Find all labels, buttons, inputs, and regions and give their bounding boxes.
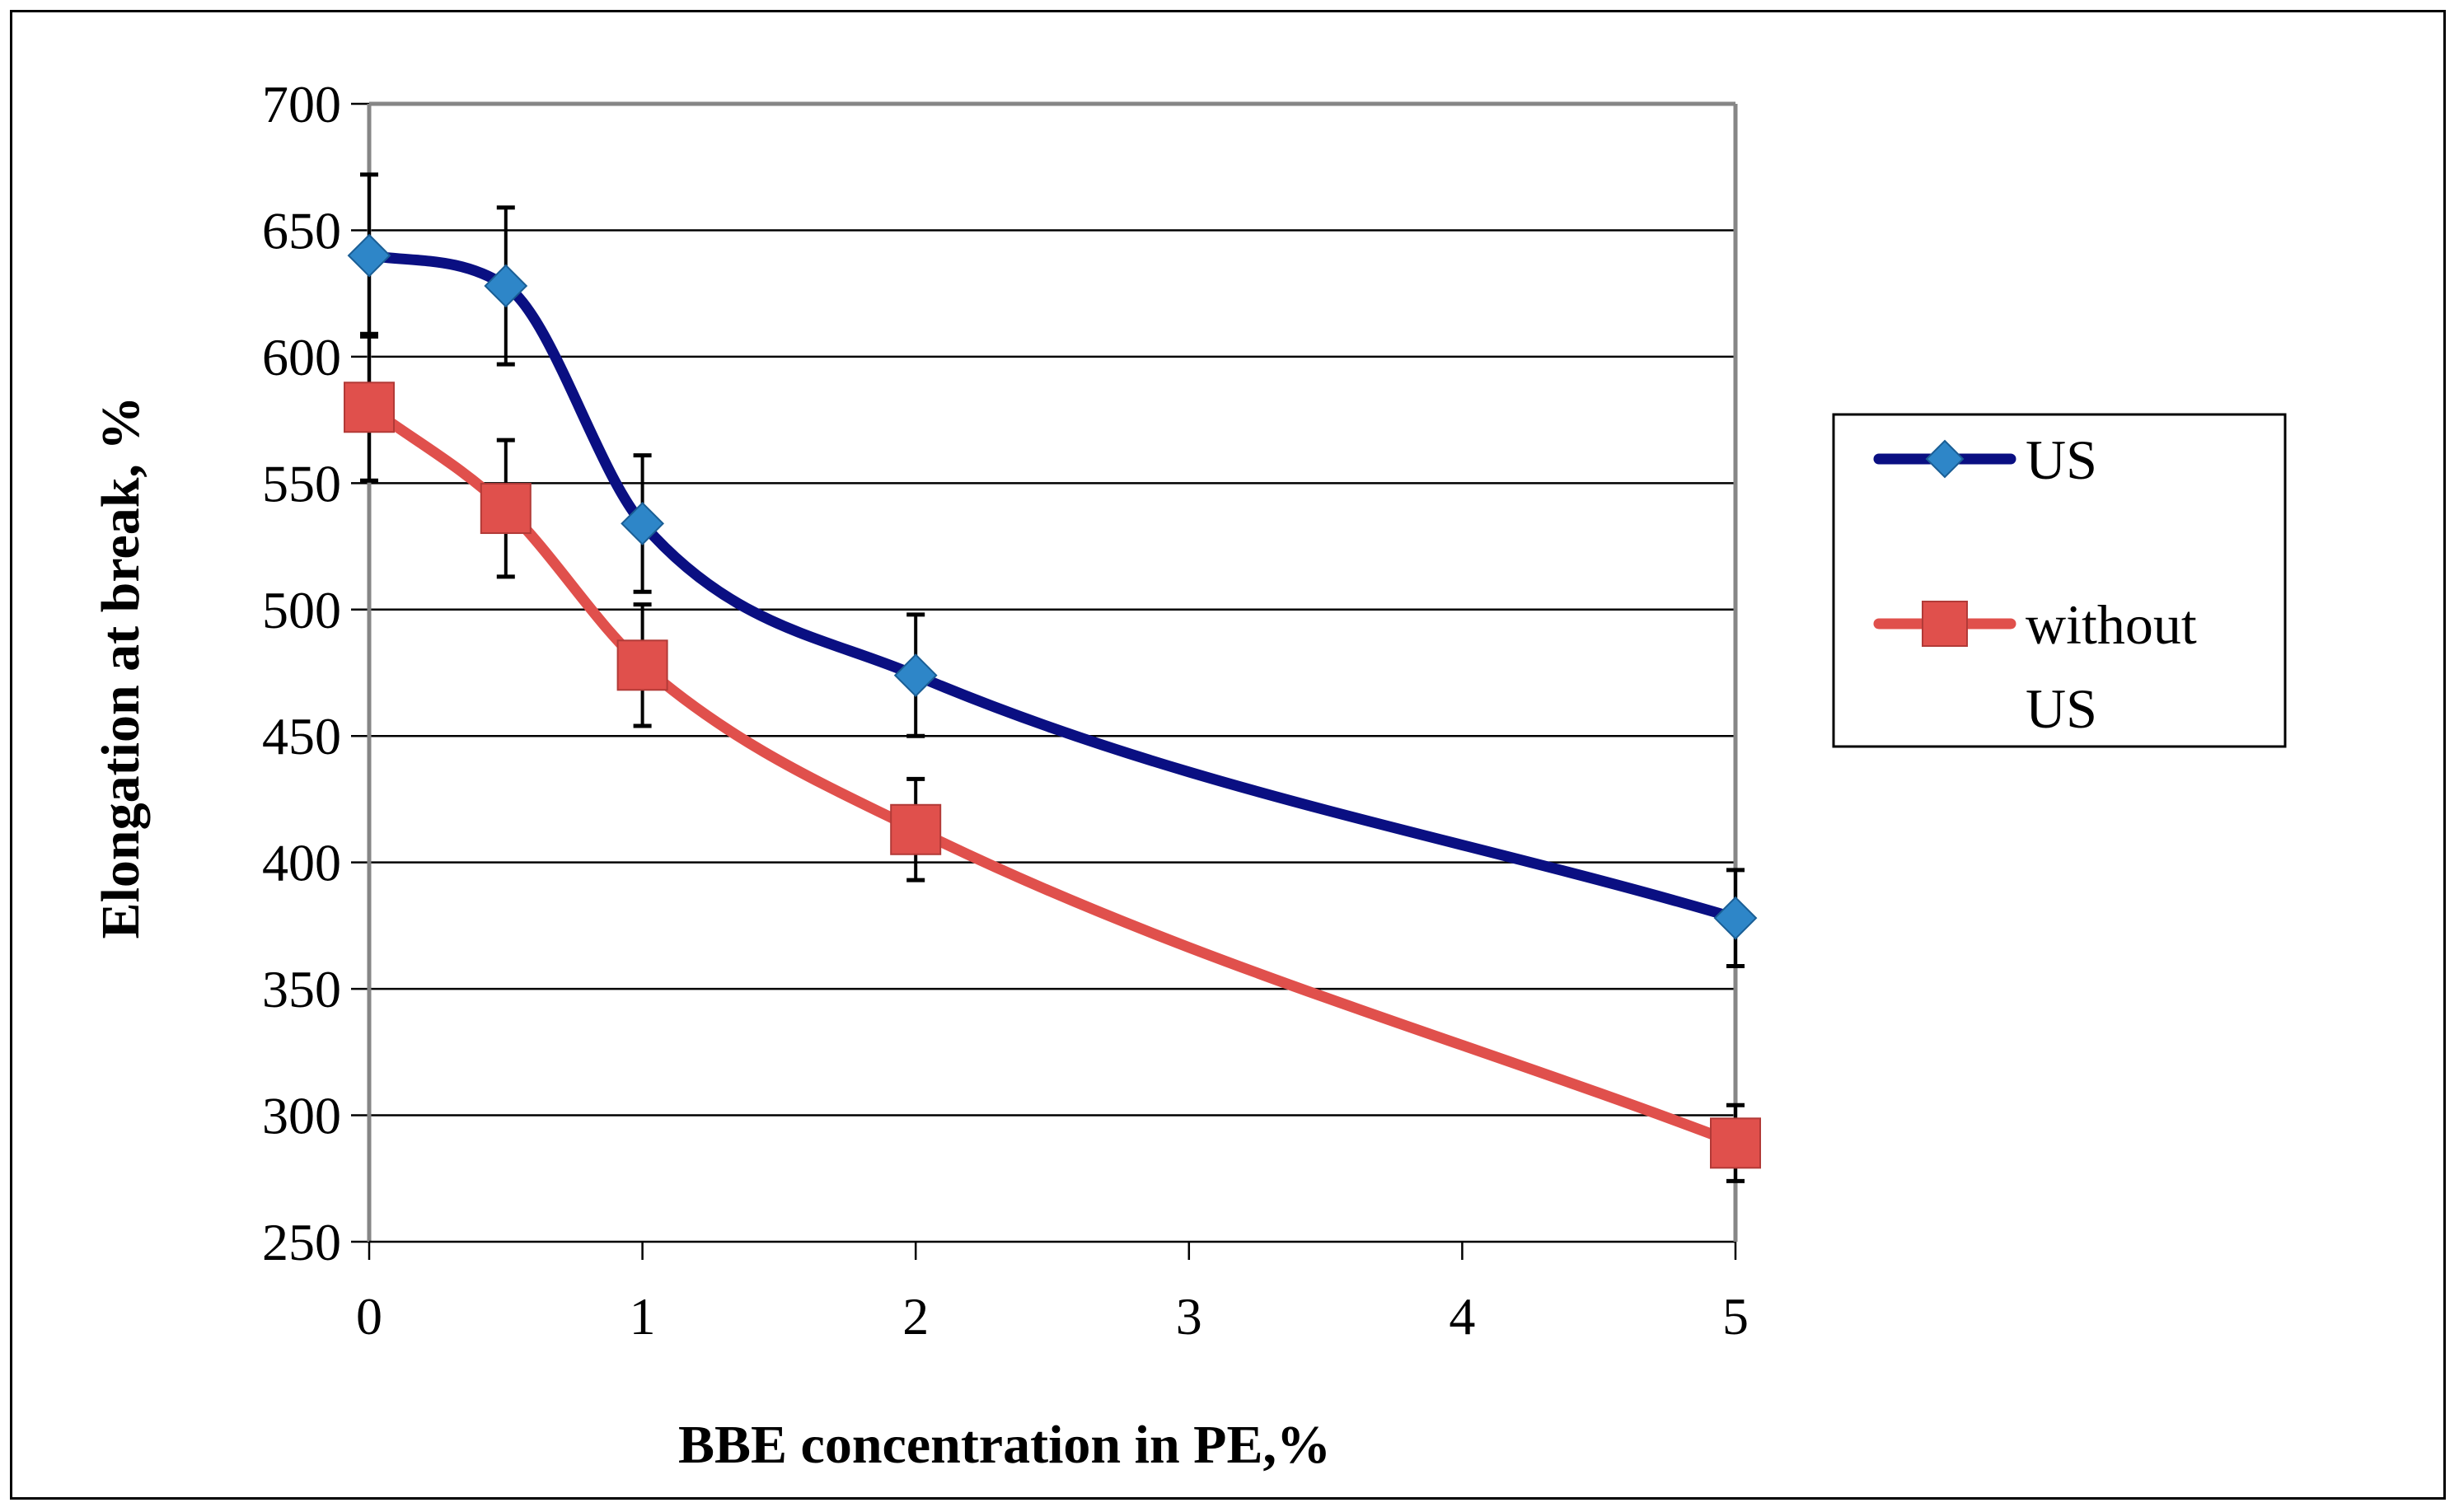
marker-us-1 <box>484 264 528 308</box>
x-tick-label-0: 0 <box>356 1287 382 1346</box>
legend-label-us: US <box>2026 428 2097 491</box>
tick-labels: 250 300 350 400 450 500 550 600 650 700 0 1 2 3 4 5 <box>262 75 1749 1346</box>
legend-box <box>1832 413 2287 748</box>
y-tick-label-550: 550 <box>262 454 341 513</box>
x-tick-label-1: 1 <box>630 1287 656 1346</box>
marker-us-2 <box>621 502 665 545</box>
x-tick-label-3: 3 <box>1176 1287 1202 1346</box>
x-axis-label: BBE concentration in PE,% <box>678 1415 1331 1475</box>
marker-without-us-2 <box>616 639 668 691</box>
series <box>363 250 1741 1149</box>
series-line-without-us <box>363 401 1741 1149</box>
marker-us-4 <box>1713 896 1758 940</box>
x-tick-label-4: 4 <box>1449 1287 1475 1346</box>
legend: US without US <box>1832 413 2287 748</box>
legend-entry-without-us: without US <box>1873 593 2197 740</box>
marker-without-us-3 <box>890 803 942 855</box>
marker-without-us-0 <box>344 382 395 433</box>
y-tick-label-600: 600 <box>262 328 341 386</box>
error-bars <box>360 172 1745 1183</box>
y-tick-label-500: 500 <box>262 581 341 639</box>
y-tick-label-300: 300 <box>262 1087 341 1145</box>
marker-us-3 <box>893 653 938 697</box>
y-tick-label-350: 350 <box>262 960 341 1018</box>
gridlines <box>369 102 1735 1116</box>
y-tick-label-650: 650 <box>262 201 341 260</box>
y-tick-label-450: 450 <box>262 707 341 765</box>
markers <box>344 233 1761 1169</box>
legend-marker-without-us <box>1922 601 1968 647</box>
axes <box>351 101 1738 1260</box>
y-tick-label-400: 400 <box>262 834 341 892</box>
y-tick-label-250: 250 <box>262 1213 341 1271</box>
y-axis-label: Elongation at break, % <box>91 396 151 939</box>
legend-label-without-us: US <box>2026 677 2097 740</box>
y-tick-label-700: 700 <box>262 75 341 133</box>
marker-us-0 <box>347 233 391 278</box>
x-tick-label-2: 2 <box>902 1287 929 1346</box>
marker-without-us-1 <box>480 483 532 535</box>
legend-entry-us: US <box>1873 428 2097 491</box>
legend-label-without-us: without <box>2026 593 2197 656</box>
x-tick-label-5: 5 <box>1722 1287 1749 1346</box>
legend-marker-us <box>1925 439 1965 479</box>
marker-without-us-4 <box>1710 1117 1761 1169</box>
